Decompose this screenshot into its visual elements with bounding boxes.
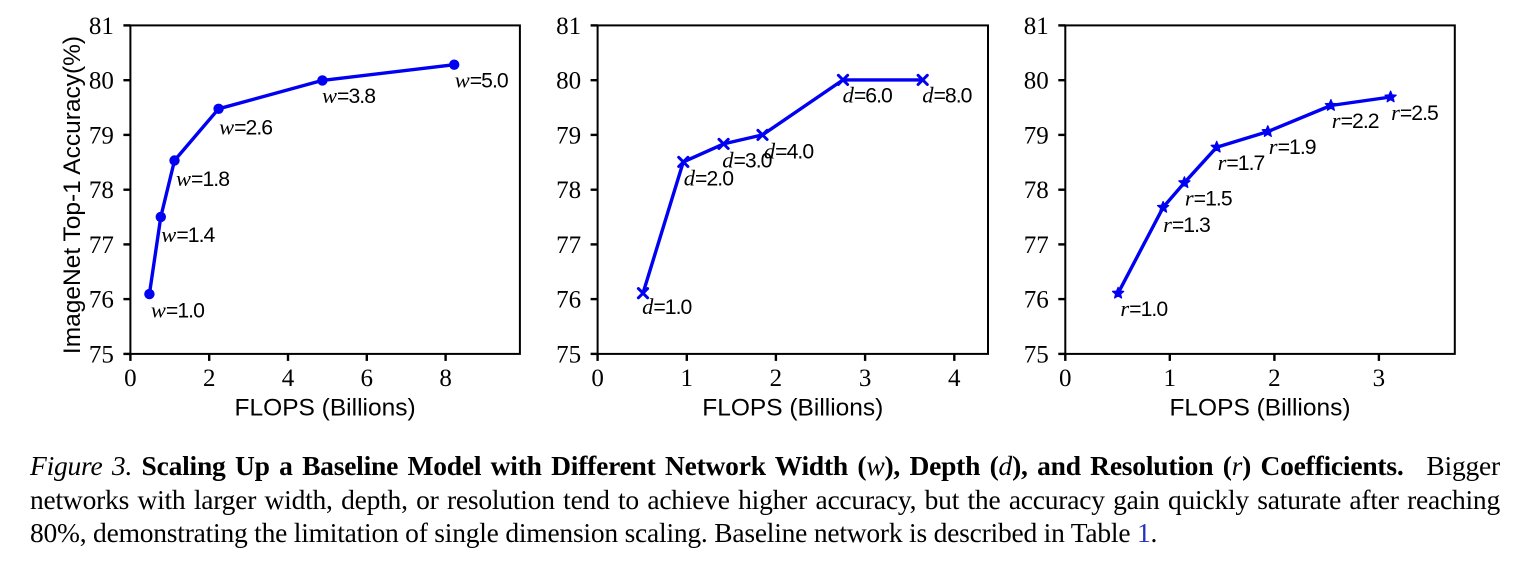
svg-text:FLOPS (Billions): FLOPS (Billions) [702, 395, 883, 422]
svg-text:78: 78 [556, 177, 581, 204]
svg-text:0: 0 [124, 365, 137, 392]
svg-text:81: 81 [89, 13, 114, 40]
svg-text:80: 80 [1024, 68, 1049, 95]
svg-text:r=2.5: r=2.5 [1391, 100, 1438, 125]
svg-text:81: 81 [556, 13, 581, 40]
svg-text:76: 76 [1024, 287, 1049, 314]
svg-text:76: 76 [556, 287, 581, 314]
svg-text:d=1.0: d=1.0 [642, 294, 691, 319]
svg-text:FLOPS (Billions): FLOPS (Billions) [1169, 395, 1350, 422]
svg-text:79: 79 [556, 122, 581, 149]
svg-text:1: 1 [681, 365, 694, 392]
svg-text:75: 75 [89, 341, 114, 368]
svg-text:77: 77 [1024, 232, 1049, 259]
svg-text:81: 81 [1024, 13, 1049, 40]
svg-text:0: 0 [1059, 365, 1072, 392]
svg-text:r=1.7: r=1.7 [1218, 150, 1265, 175]
svg-text:r=1.3: r=1.3 [1163, 212, 1210, 237]
svg-text:ImageNet Top-1 Accuracy(%): ImageNet Top-1 Accuracy(%) [59, 36, 86, 354]
svg-text:w=1.8: w=1.8 [176, 166, 229, 191]
svg-text:78: 78 [89, 177, 114, 204]
svg-text:8: 8 [439, 365, 452, 392]
svg-text:80: 80 [556, 68, 581, 95]
svg-text:r=1.0: r=1.0 [1120, 296, 1167, 321]
svg-text:6: 6 [361, 365, 374, 392]
svg-text:75: 75 [1024, 341, 1049, 368]
svg-text:w=3.8: w=3.8 [322, 83, 375, 108]
svg-text:2: 2 [1268, 365, 1281, 392]
svg-text:d=8.0: d=8.0 [922, 82, 971, 107]
svg-text:r=2.2: r=2.2 [1332, 108, 1379, 133]
svg-text:78: 78 [1024, 177, 1049, 204]
svg-text:w=1.0: w=1.0 [151, 297, 204, 322]
svg-text:2: 2 [770, 365, 783, 392]
svg-text:d=2.0: d=2.0 [684, 165, 733, 190]
svg-text:77: 77 [89, 232, 114, 259]
svg-text:4: 4 [948, 365, 961, 392]
svg-text:2: 2 [203, 365, 216, 392]
svg-text:w=1.4: w=1.4 [161, 222, 215, 247]
svg-text:79: 79 [89, 122, 114, 149]
svg-text:3: 3 [1373, 365, 1386, 392]
svg-text:r=1.9: r=1.9 [1269, 134, 1316, 159]
svg-text:w=5.0: w=5.0 [455, 67, 508, 92]
svg-text:4: 4 [282, 365, 295, 392]
svg-text:FLOPS (Billions): FLOPS (Billions) [235, 395, 416, 422]
svg-text:80: 80 [89, 68, 114, 95]
svg-text:d=6.0: d=6.0 [843, 82, 892, 107]
svg-text:d=4.0: d=4.0 [764, 138, 813, 163]
svg-text:w=2.6: w=2.6 [219, 115, 272, 140]
svg-text:75: 75 [556, 341, 581, 368]
svg-text:d=3.0: d=3.0 [722, 147, 771, 172]
svg-text:76: 76 [89, 287, 114, 314]
svg-text:1: 1 [1164, 365, 1177, 392]
svg-text:3: 3 [859, 365, 872, 392]
svg-text:0: 0 [591, 365, 604, 392]
svg-text:79: 79 [1024, 122, 1049, 149]
svg-text:r=1.5: r=1.5 [1185, 186, 1232, 211]
svg-text:77: 77 [556, 232, 581, 259]
